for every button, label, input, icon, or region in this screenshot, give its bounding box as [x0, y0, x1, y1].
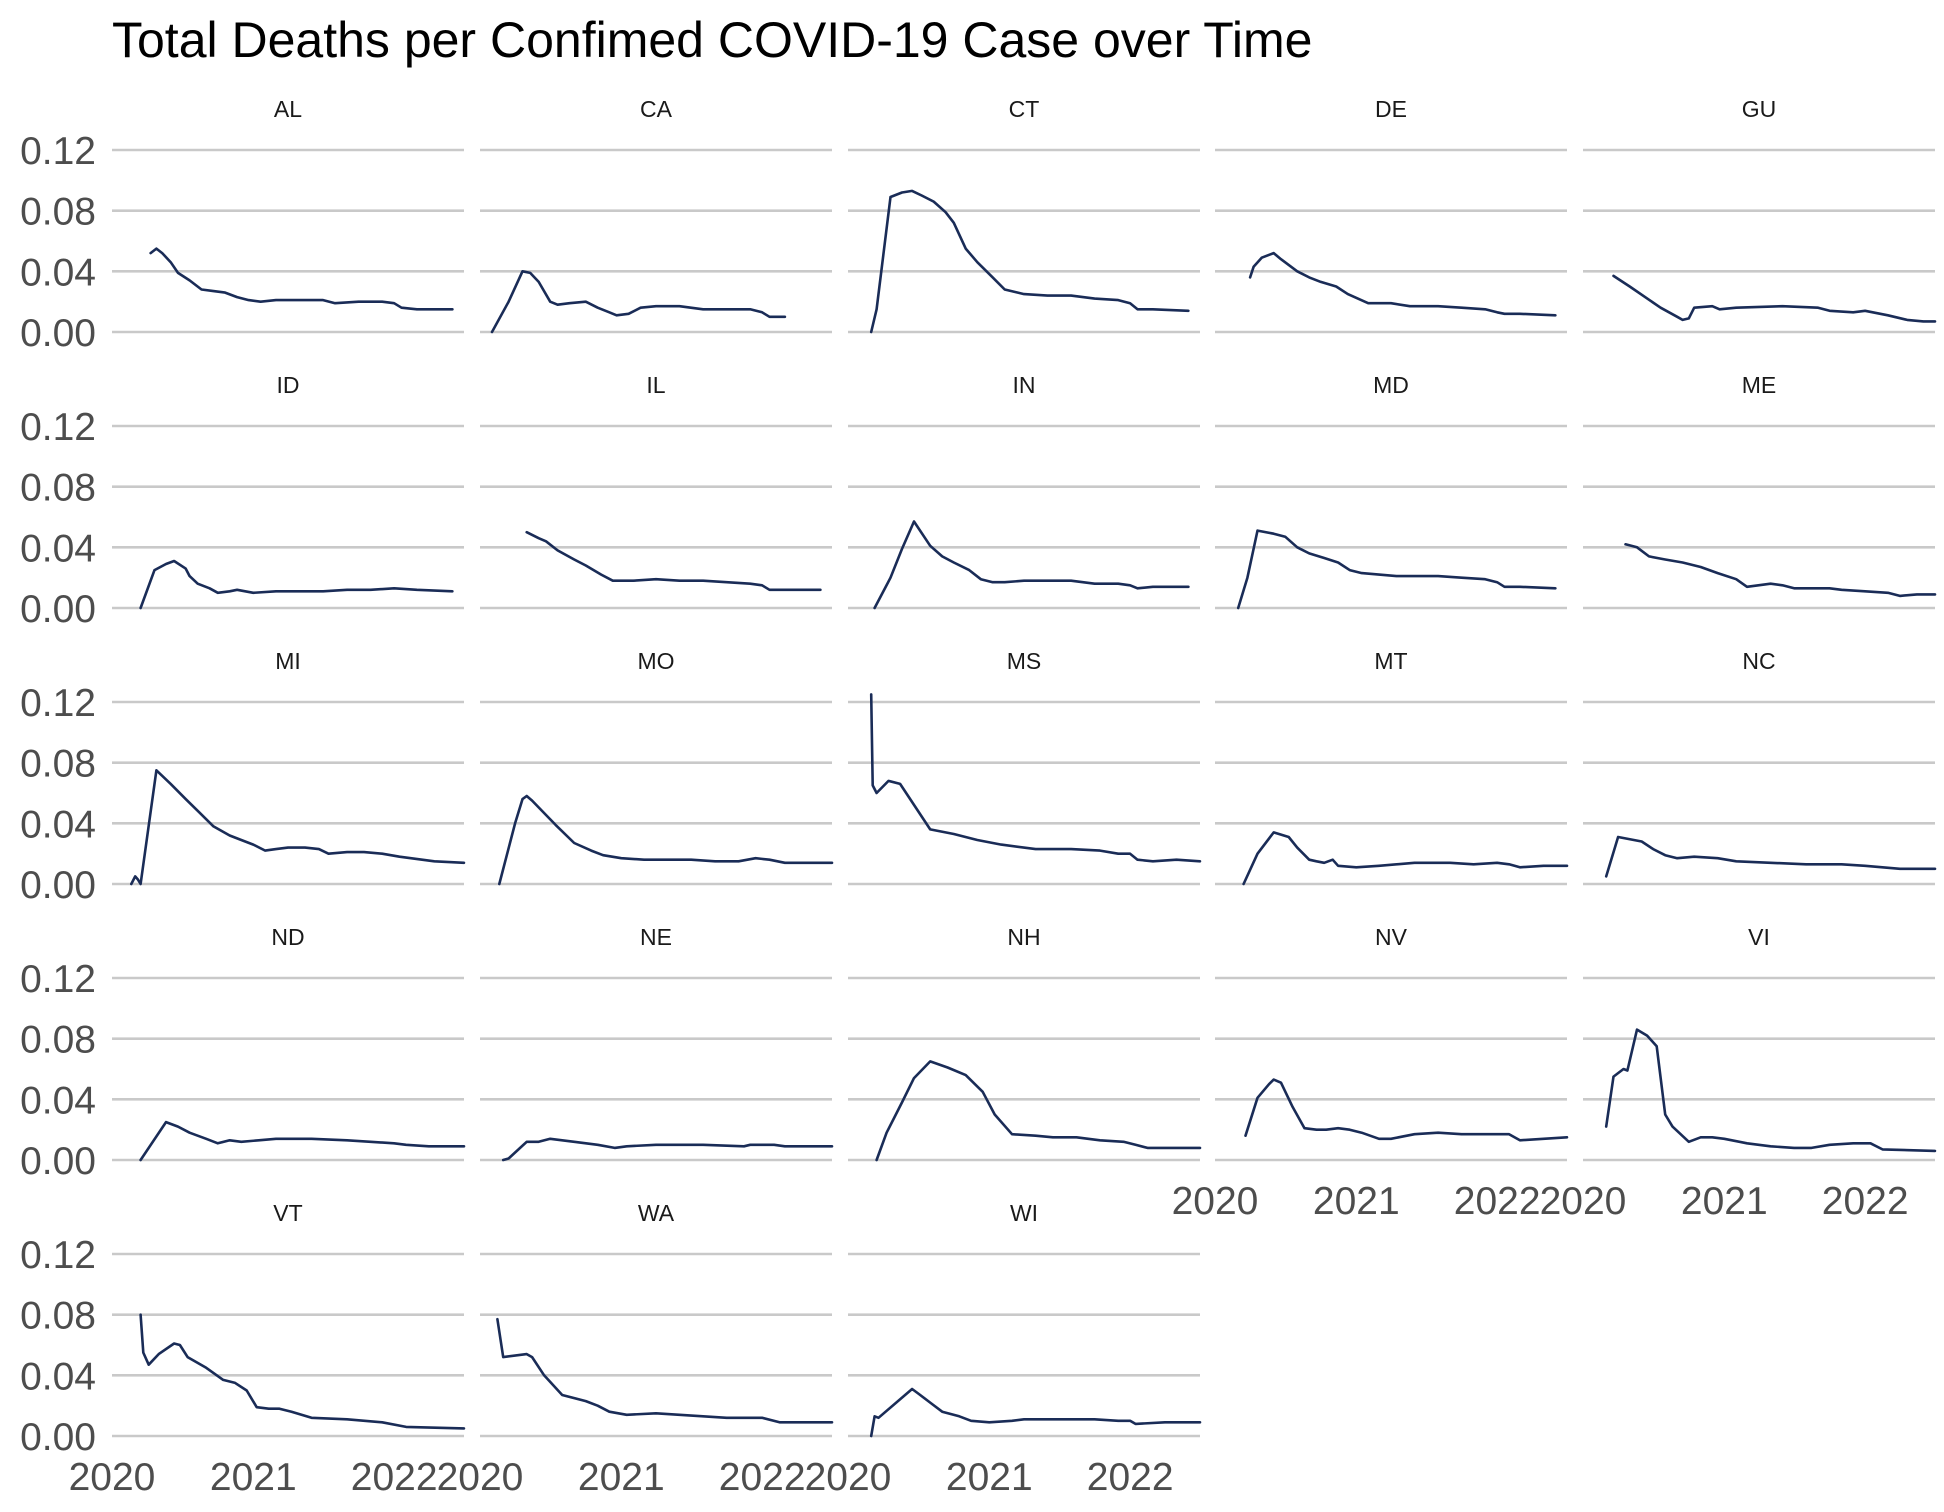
series-line-ms — [869, 693, 1202, 863]
y-tick-label: 0.04 — [20, 1079, 96, 1122]
series-line-in — [873, 520, 1190, 610]
y-tick-label: 0.08 — [20, 743, 96, 786]
series-line-mo — [498, 794, 834, 886]
series-line-id — [139, 559, 454, 610]
series-line-gu — [1612, 274, 1937, 323]
series-line-vi — [1604, 1028, 1937, 1153]
series-line-al — [149, 247, 454, 311]
facet-label-vi: VI — [1748, 924, 1770, 950]
y-tick-label: 0.08 — [20, 467, 96, 510]
x-tick-label: 2022 — [1087, 1456, 1174, 1499]
series-line-de — [1248, 251, 1557, 317]
facet-label-nc: NC — [1742, 648, 1775, 674]
series-line-ct — [869, 189, 1190, 334]
y-tick-label: 0.00 — [20, 588, 96, 631]
y-tick-label: 0.12 — [20, 958, 96, 1001]
series-line-mi — [130, 769, 466, 886]
facet-label-il: IL — [646, 372, 665, 398]
y-tick-label: 0.00 — [20, 312, 96, 355]
y-tick-label: 0.04 — [20, 251, 96, 294]
series-line-nc — [1604, 835, 1937, 878]
series-line-nh — [875, 1060, 1202, 1162]
x-tick-label: 2020 — [437, 1456, 524, 1499]
y-tick-label: 0.12 — [20, 1234, 96, 1277]
facet-label-mi: MI — [275, 648, 301, 674]
facet-label-in: IN — [1013, 372, 1036, 398]
y-tick-label: 0.08 — [20, 191, 96, 234]
y-tick-label: 0.00 — [20, 864, 96, 907]
series-line-wi — [869, 1387, 1202, 1438]
x-tick-label: 2021 — [578, 1456, 665, 1499]
y-tick-label: 0.00 — [20, 1140, 96, 1183]
facet-label-wa: WA — [638, 1200, 675, 1226]
series-line-vt — [139, 1313, 466, 1430]
facet-label-al: AL — [274, 96, 302, 122]
chart-title: Total Deaths per Confimed COVID-19 Case … — [112, 12, 1313, 68]
x-tick-label: 2022 — [719, 1456, 806, 1499]
x-tick-label: 2022 — [1822, 1180, 1909, 1223]
facet-label-nd: ND — [271, 924, 304, 950]
x-tick-label: 2020 — [1540, 1180, 1627, 1223]
facet-label-id: ID — [277, 372, 300, 398]
series-line-il — [525, 530, 822, 592]
facet-label-me: ME — [1742, 372, 1777, 398]
facet-label-ca: CA — [640, 96, 673, 122]
x-tick-label: 2020 — [1172, 1180, 1259, 1223]
y-tick-label: 0.12 — [20, 682, 96, 725]
facet-label-gu: GU — [1742, 96, 1777, 122]
facet-label-vt: VT — [273, 1200, 302, 1226]
facet-label-ct: CT — [1009, 96, 1040, 122]
series-line-nd — [139, 1120, 466, 1162]
y-tick-label: 0.04 — [20, 527, 96, 570]
x-tick-label: 2020 — [805, 1456, 892, 1499]
y-tick-label: 0.04 — [20, 803, 96, 846]
y-tick-label: 0.00 — [20, 1416, 96, 1459]
facet-label-ne: NE — [640, 924, 672, 950]
facet-label-mt: MT — [1374, 648, 1407, 674]
series-line-mt — [1242, 831, 1569, 886]
facet-label-nv: NV — [1375, 924, 1408, 950]
x-tick-label: 2021 — [1681, 1180, 1768, 1223]
y-tick-label: 0.04 — [20, 1355, 96, 1398]
series-line-ne — [501, 1137, 834, 1162]
series-line-wa — [496, 1317, 834, 1424]
x-tick-label: 2021 — [210, 1456, 297, 1499]
x-tick-label: 2022 — [1454, 1180, 1541, 1223]
y-tick-label: 0.08 — [20, 1019, 96, 1062]
facet-label-wi: WI — [1010, 1200, 1038, 1226]
series-line-md — [1236, 529, 1557, 610]
y-tick-label: 0.12 — [20, 406, 96, 449]
series-line-me — [1624, 543, 1937, 598]
y-tick-label: 0.08 — [20, 1295, 96, 1338]
x-tick-label: 2022 — [351, 1456, 438, 1499]
x-tick-label: 2021 — [1313, 1180, 1400, 1223]
facet-label-de: DE — [1375, 96, 1407, 122]
y-tick-label: 0.12 — [20, 130, 96, 173]
x-tick-label: 2020 — [69, 1456, 156, 1499]
facet-label-ms: MS — [1007, 648, 1042, 674]
facet-label-mo: MO — [637, 648, 674, 674]
series-line-nv — [1244, 1078, 1569, 1142]
series-line-ca — [490, 270, 787, 334]
facet-label-nh: NH — [1007, 924, 1040, 950]
x-tick-label: 2021 — [946, 1456, 1033, 1499]
facet-label-md: MD — [1373, 372, 1409, 398]
